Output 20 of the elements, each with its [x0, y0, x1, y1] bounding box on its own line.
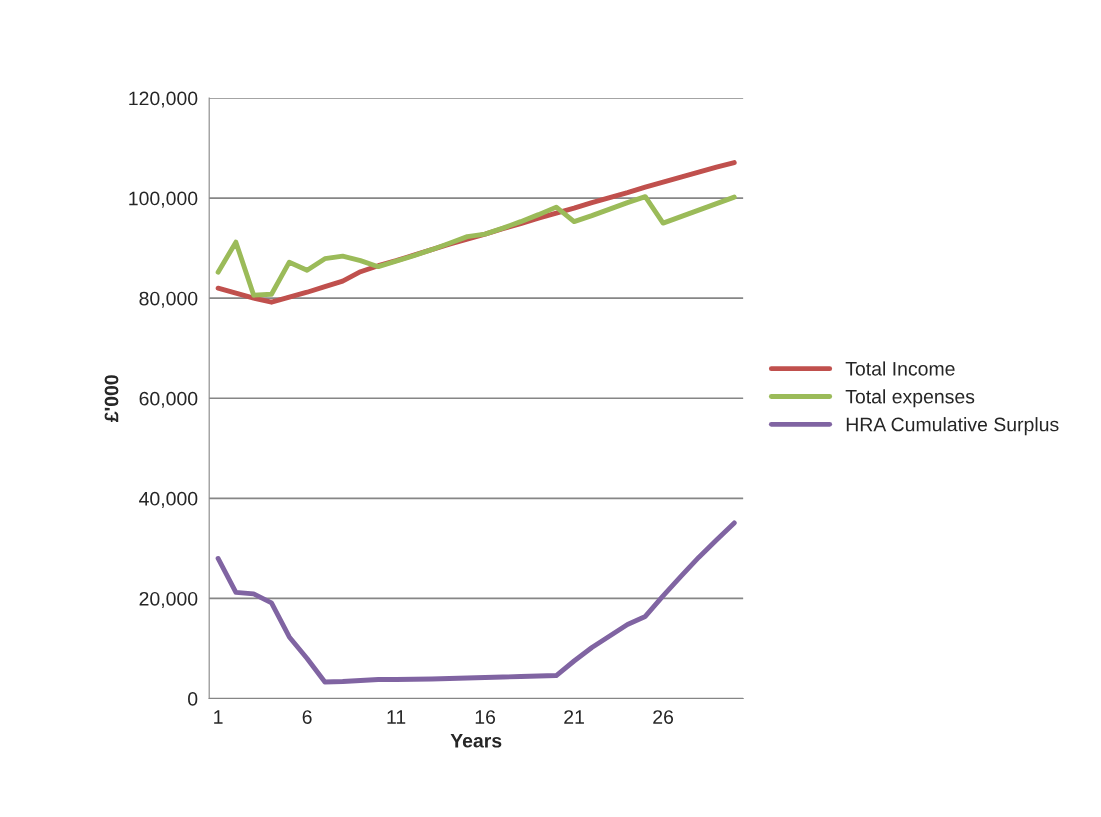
x-tick-label: 26: [653, 710, 674, 724]
x-tick-label: 6: [302, 710, 312, 724]
line-series: [215, 194, 737, 298]
y-tick-label: 100,000: [129, 191, 198, 208]
y-tick-label: 120,000: [129, 91, 198, 108]
legend-label: Total Income: [845, 361, 955, 376]
x-tick-label: 11: [387, 710, 406, 724]
y-tick-label: 20,000: [139, 591, 198, 608]
y-tick-label: 80,000: [139, 291, 198, 308]
y-tick-label: 0: [188, 692, 198, 706]
x-tick-label: 16: [475, 710, 496, 724]
y-axis-title: £'000: [104, 375, 119, 423]
line-series: [215, 520, 737, 685]
legend-label: HRA Cumulative Surplus: [846, 417, 1059, 436]
x-axis-title: Years: [450, 734, 502, 748]
x-tick-label: 21: [564, 710, 584, 724]
x-tick-label: 1: [214, 710, 223, 724]
y-tick-label: 40,000: [139, 491, 198, 508]
legend-label: Total expenses: [845, 389, 975, 408]
y-tick-label: 60,000: [139, 391, 198, 408]
